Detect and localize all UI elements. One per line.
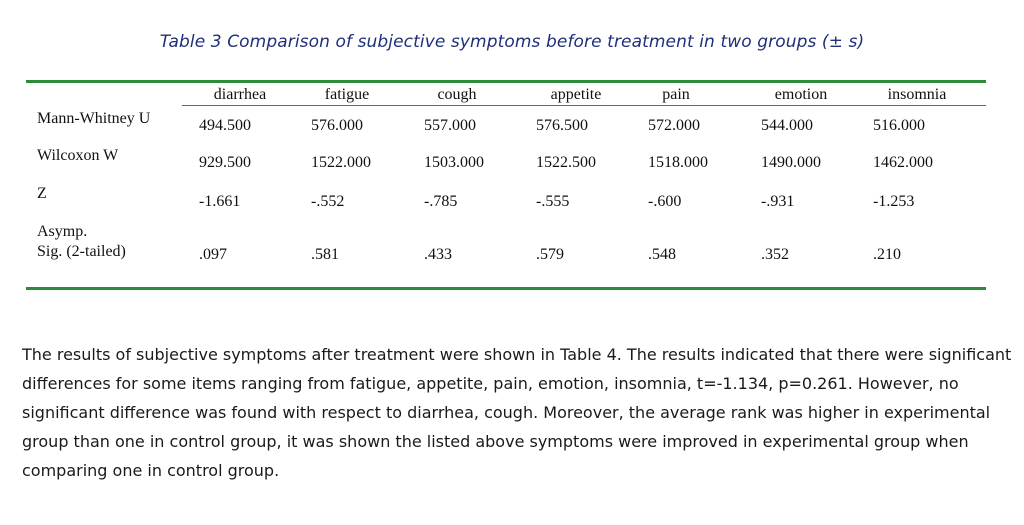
table-cell: 576.500 (536, 117, 588, 134)
table-cell: 557.000 (424, 117, 476, 134)
table-cell: 1490.000 (761, 154, 821, 171)
table-cell: 929.500 (199, 154, 251, 171)
table-cell: -.555 (536, 193, 570, 210)
table-cell: 516.000 (873, 117, 925, 134)
table-cell: .097 (199, 246, 227, 263)
row-label: Asymp. Sig. (2-tailed) (37, 223, 126, 260)
column-header-insomnia: insomnia (887, 86, 947, 103)
table-cell: -.785 (424, 193, 458, 210)
table-cell: 1503.000 (424, 154, 484, 171)
table-cell: .548 (648, 246, 676, 263)
results-table: diarrhea fatigue cough appetite pain emotion i… (37, 86, 947, 263)
table-cell: 1462.000 (873, 154, 933, 171)
row-label: Z (37, 185, 47, 202)
table-header-rule (182, 105, 986, 106)
table-cell: .579 (536, 246, 564, 263)
table-cell: 572.000 (648, 117, 700, 134)
table-cell: -.600 (648, 193, 682, 210)
table-cell: -.552 (311, 193, 345, 210)
table-cell: 1522.500 (536, 154, 596, 171)
table-caption: Table 3 Comparison of subjective symptom… (159, 32, 865, 52)
row-label: Mann-Whitney U (37, 110, 151, 127)
table-bottom-rule (26, 287, 986, 290)
table-cell: 544.000 (761, 117, 813, 134)
column-header-emotion: emotion (774, 86, 828, 103)
table-cell: .433 (424, 246, 452, 263)
table-cell: -1.661 (199, 193, 241, 210)
table-cell: 576.000 (311, 117, 363, 134)
column-header-cough: cough (437, 86, 477, 103)
table-cell: .581 (311, 246, 339, 263)
table-cell: .210 (873, 246, 901, 263)
column-header-diarrhea: diarrhea (213, 86, 267, 103)
table-cell: 494.500 (199, 117, 251, 134)
row-label: Wilcoxon W (37, 147, 119, 164)
table-cell: 1518.000 (648, 154, 708, 171)
column-header-pain: pain (662, 86, 690, 103)
table-cell: -1.253 (873, 193, 915, 210)
column-header-appetite: appetite (550, 86, 602, 103)
column-header-fatigue: fatigue (324, 86, 370, 103)
table-top-rule (26, 80, 986, 83)
table-cell: .352 (761, 246, 789, 263)
table-cell: 1522.000 (311, 154, 371, 171)
results-paragraph: The results of subjective symptoms after… (22, 345, 1012, 480)
table-cell: -.931 (761, 193, 795, 210)
